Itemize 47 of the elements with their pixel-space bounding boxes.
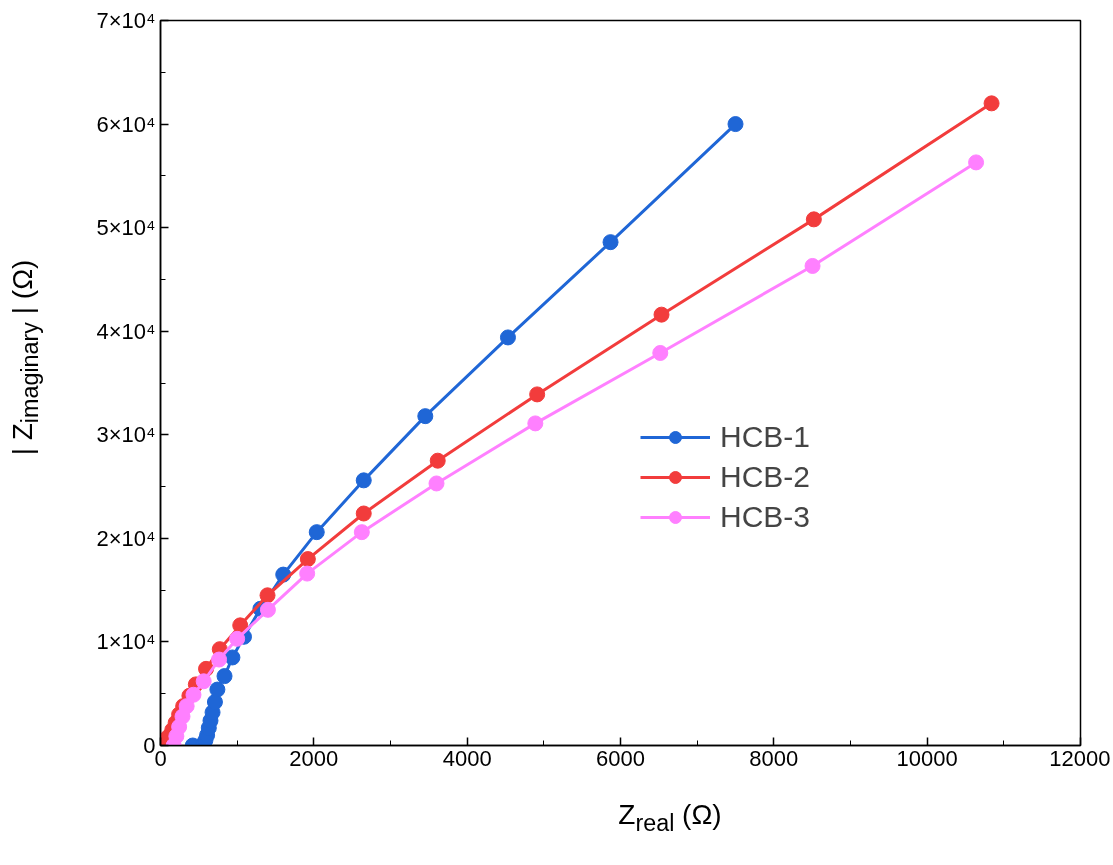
x-tick-label: 6000 — [596, 745, 645, 771]
point — [805, 211, 822, 228]
point — [259, 587, 276, 604]
point — [299, 565, 316, 582]
point — [308, 524, 325, 541]
y-tick-label: 5×10⁴ — [96, 215, 156, 241]
x-axis-title: Z$_{real}$ (Ω) — [617, 798, 723, 838]
point — [417, 408, 434, 425]
point — [527, 415, 544, 432]
point — [652, 344, 669, 361]
y-tick-label: 1×10⁴ — [96, 629, 156, 655]
y-tick-label: 2×10⁴ — [96, 525, 156, 551]
point — [602, 234, 619, 251]
point — [185, 686, 202, 703]
legend-label: HCB-3 — [720, 499, 811, 535]
point — [206, 694, 223, 710]
point — [195, 673, 212, 690]
legend-label: HCB-2 — [720, 459, 811, 495]
point — [211, 651, 228, 668]
point — [355, 505, 372, 522]
point — [727, 116, 744, 133]
x-tick-label: 8000 — [749, 745, 799, 771]
x-tick-label: 12000 — [1049, 745, 1111, 771]
point — [299, 551, 316, 568]
point — [224, 649, 241, 666]
point — [355, 472, 372, 489]
point — [216, 668, 233, 685]
x-tick-label: 2000 — [289, 745, 339, 771]
point — [428, 475, 445, 492]
point — [209, 681, 226, 698]
point — [653, 306, 670, 323]
point — [429, 452, 446, 469]
point — [529, 386, 546, 403]
legend-label: HCB-1 — [720, 419, 811, 455]
point — [353, 524, 370, 541]
point — [259, 601, 276, 618]
point — [983, 95, 1000, 112]
y-tick-label: 6×10⁴ — [96, 111, 156, 137]
x-tick-label: 10000 — [896, 745, 958, 771]
x-tick-label: 4000 — [442, 745, 492, 771]
point — [499, 329, 516, 346]
point — [968, 154, 985, 171]
point — [804, 257, 821, 274]
y-tick-label: 7×10⁴ — [96, 8, 156, 33]
y-tick-label: 3×10⁴ — [96, 422, 156, 448]
y-tick-label: 4×10⁴ — [96, 318, 156, 344]
point — [229, 630, 246, 647]
